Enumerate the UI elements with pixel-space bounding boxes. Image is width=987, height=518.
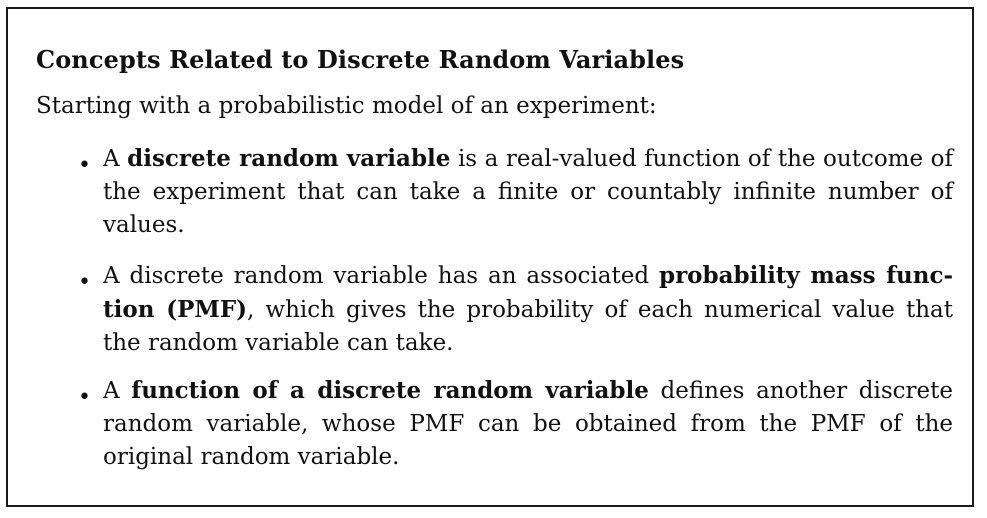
bullet-1-part-3: is a real-valued function of the outcome… <box>103 146 954 238</box>
bullet-marker-3: • <box>78 385 91 410</box>
bullet-1-bold-term: discrete random variable <box>127 145 451 172</box>
bullet-text-1: A discrete random variable is a real-val… <box>103 142 953 242</box>
bullet-3-bold-term: function of a discrete random variable <box>131 377 649 404</box>
bullet-text-2: A discrete random variable has an associ… <box>103 259 953 360</box>
bullet-1-part-1: A <box>103 146 128 172</box>
bullet-marker-2: • <box>78 270 91 295</box>
concept-box: Concepts Related to Discrete Random Vari… <box>6 7 974 507</box>
bullet-text-3: A function of a discrete random variable… <box>103 374 953 474</box>
bullet-2-bold-term: probability mass func-tion (PMF) <box>103 262 953 323</box>
bullet-2-part-1: A discrete random variable has an associ… <box>103 263 659 289</box>
box-title: Concepts Related to Discrete Random Vari… <box>36 45 685 74</box>
bullet-3-part-3: defines another discrete random variable… <box>103 378 954 470</box>
bullet-3-part-1: A <box>103 378 132 404</box>
bullet-marker-1: • <box>78 153 91 178</box>
intro-text: Starting with a probabilistic model of a… <box>36 93 657 119</box>
bullet-2-part-3: , which gives the probability of each nu… <box>103 297 953 356</box>
